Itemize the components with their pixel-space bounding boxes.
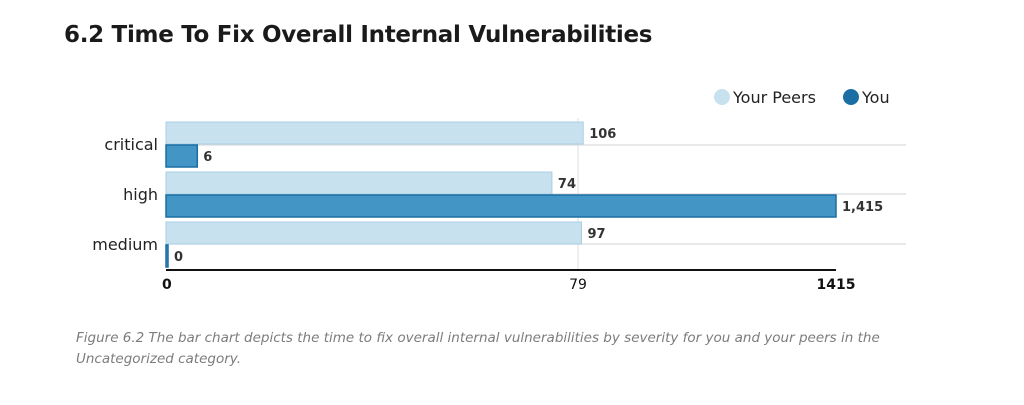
data-label-your-peers-high: 74 <box>558 177 576 192</box>
x-tick-label: 0 <box>162 277 172 293</box>
data-label-your-peers-medium: 97 <box>587 227 605 242</box>
x-tick-label: 1415 <box>817 277 856 293</box>
bar-you-high <box>165 194 837 218</box>
chart-bars: 106 6 74 1,415 97 0 <box>165 121 883 268</box>
bar-your-peers-critical <box>165 121 584 145</box>
chart-legend: Your Peers You <box>714 88 890 107</box>
page-title: 6.2 Time To Fix Overall Internal Vulnera… <box>64 22 653 48</box>
bar-you-critical <box>165 144 199 168</box>
figure-caption: Figure 6.2 The bar chart depicts the tim… <box>76 330 880 367</box>
bar-your-peers-medium <box>165 221 582 245</box>
bar-you-medium <box>165 244 169 268</box>
chart-category-labels: critical high medium <box>92 135 158 254</box>
chart-x-axis: 0 79 1415 <box>162 269 856 293</box>
x-tick-label: 79 <box>569 277 587 293</box>
legend-label-your-peers: Your Peers <box>732 88 816 107</box>
category-label-critical: critical <box>104 135 158 154</box>
legend-swatch-your-peers <box>714 89 730 105</box>
category-label-medium: medium <box>92 235 158 254</box>
bar-your-peers-high <box>165 171 553 195</box>
legend-label-you: You <box>861 88 890 107</box>
data-label-you-medium: 0 <box>174 250 183 265</box>
data-label-you-critical: 6 <box>203 150 212 165</box>
legend-swatch-you <box>843 89 859 105</box>
data-label-you-high: 1,415 <box>842 200 883 215</box>
data-label-your-peers-critical: 106 <box>589 127 616 142</box>
category-label-high: high <box>123 185 158 204</box>
